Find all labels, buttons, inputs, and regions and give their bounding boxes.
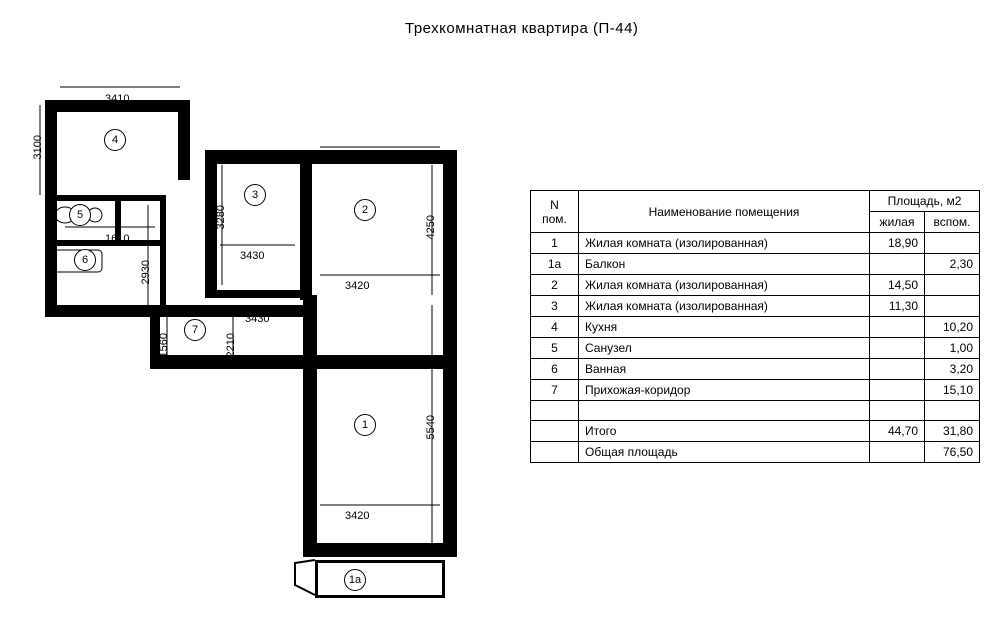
cell-aux (925, 233, 980, 254)
cell-name: Прихожая-коридор (579, 380, 870, 401)
room-label-6: 6 (74, 249, 96, 271)
cell-num: 3 (531, 296, 579, 317)
cell-num: 4 (531, 317, 579, 338)
cell-living: 14,50 (870, 275, 925, 296)
cell-aux: 76,50 (925, 442, 980, 463)
cell-name: Жилая комната (изолированная) (579, 275, 870, 296)
cell-name: Кухня (579, 317, 870, 338)
cell-living: 44,70 (870, 421, 925, 442)
cell-num: 2 (531, 275, 579, 296)
cell-living (870, 317, 925, 338)
cell-living (870, 254, 925, 275)
dimension-label: 3420 (345, 510, 369, 522)
dimension-label: 1560 (158, 333, 170, 357)
cell-living (870, 442, 925, 463)
cell-aux (925, 275, 980, 296)
cell-name: Ванная (579, 359, 870, 380)
area-table: N пом. Наименование помещения Площадь, м… (530, 190, 980, 463)
dimension-label: 1610 (105, 233, 129, 245)
dimension-label: 3280 (215, 205, 227, 229)
cell-num (531, 421, 579, 442)
room-label-1: 1 (354, 414, 376, 436)
col-area-group-header: Площадь, м2 (870, 191, 980, 212)
table-row: 7Прихожая-коридор 15,10 (531, 380, 980, 401)
cell-aux: 2,30 (925, 254, 980, 275)
dimension-label: 3410 (105, 93, 129, 105)
cell-num: 6 (531, 359, 579, 380)
dimension-label: 3430 (245, 313, 269, 325)
dimension-label: 4250 (425, 215, 437, 239)
table-row: 1Жилая комната (изолированная)18,90 (531, 233, 980, 254)
page-title: Трехкомнатная квартира (П-44) (405, 20, 638, 37)
cell-name: Итого (579, 421, 870, 442)
table-row-blank (531, 401, 980, 421)
cell-aux: 3,20 (925, 359, 980, 380)
table-row: Итого44,7031,80 (531, 421, 980, 442)
cell-living: 11,30 (870, 296, 925, 317)
col-num-header: N пом. (531, 191, 579, 233)
col-living-header: жилая (870, 212, 925, 233)
dimension-label: 3420 (345, 155, 369, 167)
cell-aux: 1,00 (925, 338, 980, 359)
col-name-header: Наименование помещения (579, 191, 870, 233)
table-row: 1аБалкон 2,30 (531, 254, 980, 275)
cell-aux: 31,80 (925, 421, 980, 442)
cell-living (870, 359, 925, 380)
col-aux-header: вспом. (925, 212, 980, 233)
dimension-label: 3420 (345, 280, 369, 292)
rooms-table: N пом. Наименование помещения Площадь, м… (530, 190, 980, 463)
floorplan-svg (20, 55, 490, 615)
cell-num: 5 (531, 338, 579, 359)
room-label-5: 5 (69, 204, 91, 226)
dimension-label: 3430 (240, 250, 264, 262)
cell-name: Санузел (579, 338, 870, 359)
cell-aux (925, 296, 980, 317)
cell-living: 18,90 (870, 233, 925, 254)
dimension-label: 2930 (140, 260, 152, 284)
cell-num (531, 442, 579, 463)
cell-num: 1а (531, 254, 579, 275)
cell-name: Балкон (579, 254, 870, 275)
dimension-label: 3100 (32, 135, 44, 159)
cell-aux: 10,20 (925, 317, 980, 338)
table-row: 3Жилая комната (изолированная)11,30 (531, 296, 980, 317)
dimension-label: 5540 (425, 415, 437, 439)
table-row: 6Ванная 3,20 (531, 359, 980, 380)
table-row: Общая площадь 76,50 (531, 442, 980, 463)
cell-aux: 15,10 (925, 380, 980, 401)
room-label-7: 7 (184, 319, 206, 341)
cell-living (870, 380, 925, 401)
cell-name: Жилая комната (изолированная) (579, 233, 870, 254)
cell-name: Жилая комната (изолированная) (579, 296, 870, 317)
room-label-4: 4 (104, 129, 126, 151)
cell-name: Общая площадь (579, 442, 870, 463)
table-row: 2Жилая комната (изолированная)14,50 (531, 275, 980, 296)
table-row: 5Санузел 1,00 (531, 338, 980, 359)
room-label-2: 2 (354, 199, 376, 221)
cell-num: 1 (531, 233, 579, 254)
dimension-label: 2210 (225, 333, 237, 357)
table-row: 4Кухня 10,20 (531, 317, 980, 338)
cell-num: 7 (531, 380, 579, 401)
room-label-1а: 1а (344, 569, 366, 591)
room-label-3: 3 (244, 184, 266, 206)
floorplan-diagram: 1 1а 2 3 4 5 6 7 3410 3420 3430 1610 3430 3420 3420 31… (20, 55, 490, 615)
cell-living (870, 338, 925, 359)
